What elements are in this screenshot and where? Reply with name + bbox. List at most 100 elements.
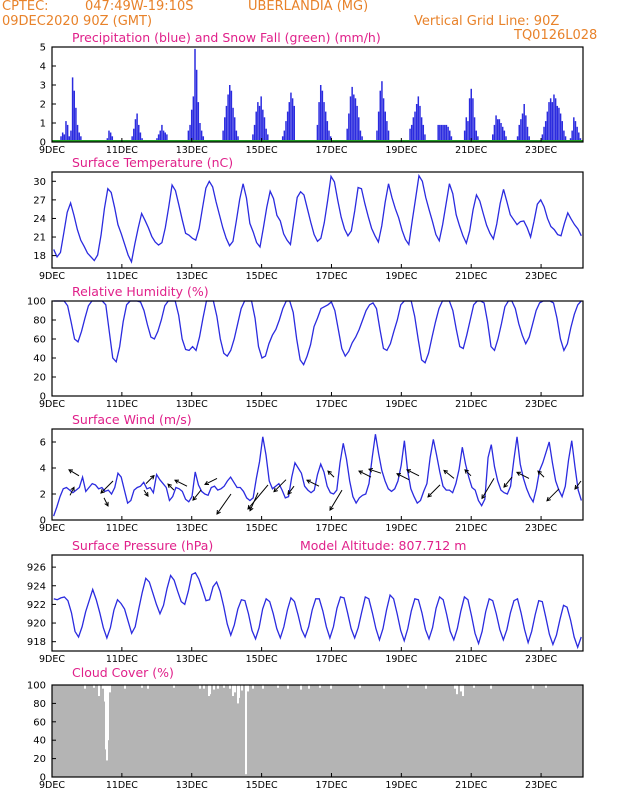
precip-bar <box>202 136 205 142</box>
precip-bar <box>134 119 137 142</box>
precip-bar <box>578 132 580 142</box>
precip-bar <box>475 130 477 142</box>
wind-arrow <box>327 470 335 478</box>
x-tick-label: 13DEC <box>176 654 208 665</box>
wind-arrow <box>69 487 75 496</box>
precip-bar <box>382 98 385 142</box>
cloud-gap <box>238 685 240 698</box>
y-tick-label: 0 <box>40 138 46 149</box>
wind-arrow-head <box>204 480 210 485</box>
precip-bar <box>473 117 476 142</box>
wind-arrow-head <box>406 469 412 474</box>
x-tick-label: 23DEC <box>525 399 557 410</box>
precip-bar <box>233 117 236 142</box>
precip-bar <box>440 124 443 142</box>
y-tick-label: 1 <box>40 119 46 130</box>
precip-bar <box>159 130 162 142</box>
wind-arrow <box>273 479 287 493</box>
x-tick-label: 21DEC <box>455 654 487 665</box>
precip-bar <box>237 136 239 142</box>
panel-title: Surface Wind (m/s) <box>72 412 192 427</box>
precip-bar <box>437 124 439 142</box>
plot-frame <box>51 428 584 521</box>
y-tick-label: 0 <box>40 392 46 403</box>
wind-arrow-head <box>537 470 542 476</box>
cloud-gap <box>460 685 462 692</box>
precip-bar <box>498 119 501 142</box>
cloud-gap <box>147 685 149 689</box>
precip-bar <box>164 132 166 142</box>
precip-bar <box>253 124 256 142</box>
x-tick-label: 13DEC <box>176 145 208 156</box>
precip-bar <box>326 121 329 142</box>
cloud-gap <box>213 685 215 690</box>
x-tick-label: 19DEC <box>385 780 417 791</box>
precip-bar <box>80 136 82 142</box>
precip-bar <box>267 134 269 142</box>
wind-arrow-head <box>546 496 551 502</box>
y-tick-label: 40 <box>33 736 46 747</box>
precip-bar <box>329 136 332 142</box>
x-tick-label: 15DEC <box>246 271 278 282</box>
x-tick-label: 23DEC <box>525 523 557 534</box>
precip-bar <box>230 90 233 142</box>
wind-arrow-head <box>174 479 180 484</box>
x-tick-label: 23DEC <box>525 271 557 282</box>
panel-2: 18 21 24 27 30 9DEC 11DEC 13DEC 15DEC 17DEC 19DEC 2… <box>33 155 584 282</box>
precip-bar <box>262 109 264 142</box>
x-tick-label: 23DEC <box>525 654 557 665</box>
precip-bar <box>66 124 69 142</box>
precip-bar <box>157 134 160 142</box>
precip-bar <box>465 117 468 142</box>
precip-bar <box>197 102 200 142</box>
series-line <box>53 300 582 366</box>
precip-bar <box>559 113 562 142</box>
precip-bar <box>260 96 262 142</box>
x-tick-label: 21DEC <box>455 780 487 791</box>
precip-bar <box>439 124 441 142</box>
precip-bar <box>361 136 363 142</box>
x-tick-label: 13DEC <box>176 399 208 410</box>
panel-title: Relative Humidity (%) <box>72 284 209 299</box>
wind-arrow <box>145 475 155 484</box>
y-tick-label: 922 <box>27 600 46 611</box>
x-tick-label: 15DEC <box>246 399 278 410</box>
precip-bar <box>447 126 449 142</box>
precip-bar <box>449 130 451 142</box>
y-tick-label: 4 <box>40 464 46 475</box>
wind-arrow-head <box>167 483 172 489</box>
precip-bar <box>290 92 292 142</box>
wind-arrow-head <box>503 483 508 488</box>
x-tick-label: 9DEC <box>39 399 65 410</box>
precip-bar <box>472 98 474 142</box>
cloud-gap <box>173 685 175 688</box>
precip-bar <box>573 117 575 142</box>
cloud-gap <box>545 685 547 688</box>
precip-bar <box>316 124 319 142</box>
precip-bar <box>285 121 287 142</box>
x-tick-label: 11DEC <box>106 523 138 534</box>
precip-bar <box>553 94 555 142</box>
wind-arrow <box>396 473 410 481</box>
y-tick-label: 100 <box>27 297 46 308</box>
precip-bar <box>323 102 325 142</box>
y-tick-label: 920 <box>27 619 46 630</box>
precip-bar <box>495 115 497 142</box>
x-tick-label: 23DEC <box>525 780 557 791</box>
y-tick-label: 20 <box>33 754 46 765</box>
precip-bar <box>166 134 168 142</box>
precip-bar <box>467 121 469 142</box>
x-tick-label: 9DEC <box>39 523 65 534</box>
source-label: CPTEC: <box>2 0 49 14</box>
wind-arrow <box>329 489 343 511</box>
cloud-gap <box>330 685 332 689</box>
wind-arrow-head <box>306 479 312 484</box>
panel-title: Cloud Cover (%) <box>72 665 174 680</box>
coordinates-label: 047:49W-19:10S <box>85 0 194 14</box>
precip-bar <box>192 96 195 142</box>
cloud-gap <box>107 685 109 741</box>
precip-bar <box>549 98 552 142</box>
precip-bar <box>229 85 231 142</box>
wind-arrow-head <box>100 489 105 494</box>
